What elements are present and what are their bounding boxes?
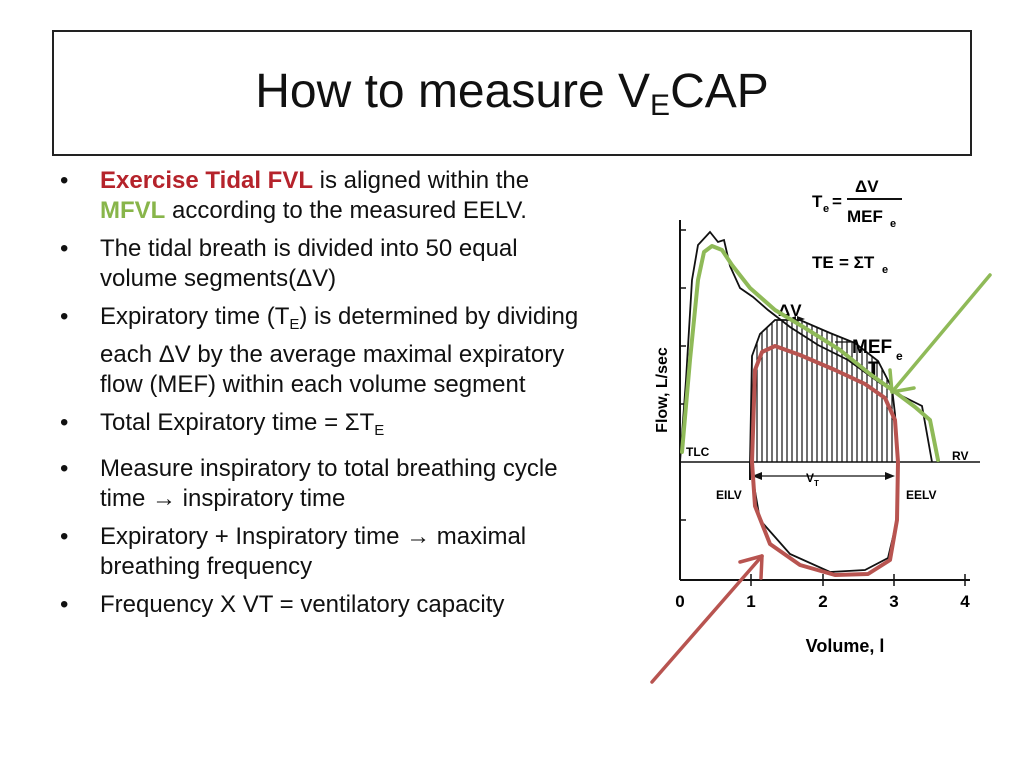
svg-text:= ΣT: = ΣT bbox=[839, 253, 875, 272]
vt-label: V bbox=[806, 471, 814, 485]
slide-title: How to measure VECAP bbox=[255, 64, 769, 122]
green-arrow bbox=[890, 273, 992, 394]
x-tick-label: 1 bbox=[746, 592, 755, 611]
bullet-item: The tidal breath is divided into 50 equa… bbox=[60, 234, 580, 294]
red-arrow bbox=[650, 554, 764, 684]
flow-volume-figure: T e = ΔV MEF e TE = ΣT e bbox=[640, 170, 1020, 760]
bullet-item: Total Expiratory time = ΣTE bbox=[60, 408, 580, 446]
bullet-item: Measure inspiratory to total breathing c… bbox=[60, 454, 580, 514]
flow-volume-diagram: T e = ΔV MEF e TE = ΣT e bbox=[650, 177, 992, 684]
rv-label: RV bbox=[952, 449, 968, 463]
equation-total-te: TE = ΣT e bbox=[812, 253, 888, 276]
green-mfvl-overlay bbox=[680, 244, 940, 462]
svg-text:ΔV: ΔV bbox=[855, 177, 879, 196]
x-ticks bbox=[750, 574, 966, 586]
svg-text:e: e bbox=[890, 218, 896, 230]
mef-sub-label: e bbox=[896, 349, 903, 363]
eelv-label: EELV bbox=[906, 488, 936, 502]
bullet-item: Expiratory + Inspiratory time → maximal … bbox=[60, 522, 580, 582]
bullet-list: Exercise Tidal FVL is aligned within the… bbox=[60, 166, 580, 628]
svg-text:MEF: MEF bbox=[847, 207, 883, 226]
eilv-label: EILV bbox=[716, 488, 742, 502]
mef-label: MEF bbox=[852, 337, 892, 358]
svg-text:e: e bbox=[882, 264, 888, 276]
equation-te: T e = ΔV MEF e bbox=[812, 177, 902, 230]
svg-text:e: e bbox=[823, 203, 829, 215]
tlc-label: TLC bbox=[686, 445, 710, 459]
bullet-item: Frequency X VT = ventilatory capacity bbox=[60, 590, 580, 620]
x-tick-label: 4 bbox=[960, 592, 970, 611]
y-axis-label: Flow, L/sec bbox=[654, 347, 671, 433]
tidal-fvl-curve bbox=[749, 319, 899, 573]
svg-text:TE: TE bbox=[812, 253, 834, 272]
bullet-item: Exercise Tidal FVL is aligned within the… bbox=[60, 166, 580, 226]
svg-text:T: T bbox=[812, 192, 823, 211]
hatched-area bbox=[751, 320, 898, 462]
vt-sub-label: T bbox=[814, 479, 819, 488]
y-ticks bbox=[680, 229, 686, 521]
x-tick-label: 3 bbox=[889, 592, 898, 611]
svg-text:=: = bbox=[832, 192, 842, 211]
red-tidal-overlay bbox=[750, 344, 900, 577]
x-tick-label: 2 bbox=[818, 592, 827, 611]
title-box: How to measure VECAP bbox=[52, 30, 972, 156]
x-axis-label: Volume, l bbox=[806, 636, 885, 656]
bullet-item: Expiratory time (TE) is determined by di… bbox=[60, 302, 580, 400]
x-tick-label: 0 bbox=[675, 592, 684, 611]
